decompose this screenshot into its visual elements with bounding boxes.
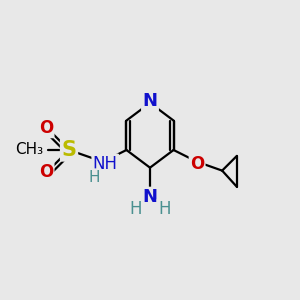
- Text: O: O: [190, 155, 204, 173]
- Text: CH₃: CH₃: [15, 142, 43, 158]
- Text: H: H: [130, 200, 142, 218]
- Text: O: O: [39, 163, 53, 181]
- Text: H: H: [158, 200, 170, 218]
- Text: N: N: [142, 188, 158, 206]
- Text: NH: NH: [93, 155, 118, 173]
- Text: H: H: [89, 169, 100, 184]
- Text: S: S: [61, 140, 76, 160]
- Text: N: N: [142, 92, 158, 110]
- Text: O: O: [39, 119, 53, 137]
